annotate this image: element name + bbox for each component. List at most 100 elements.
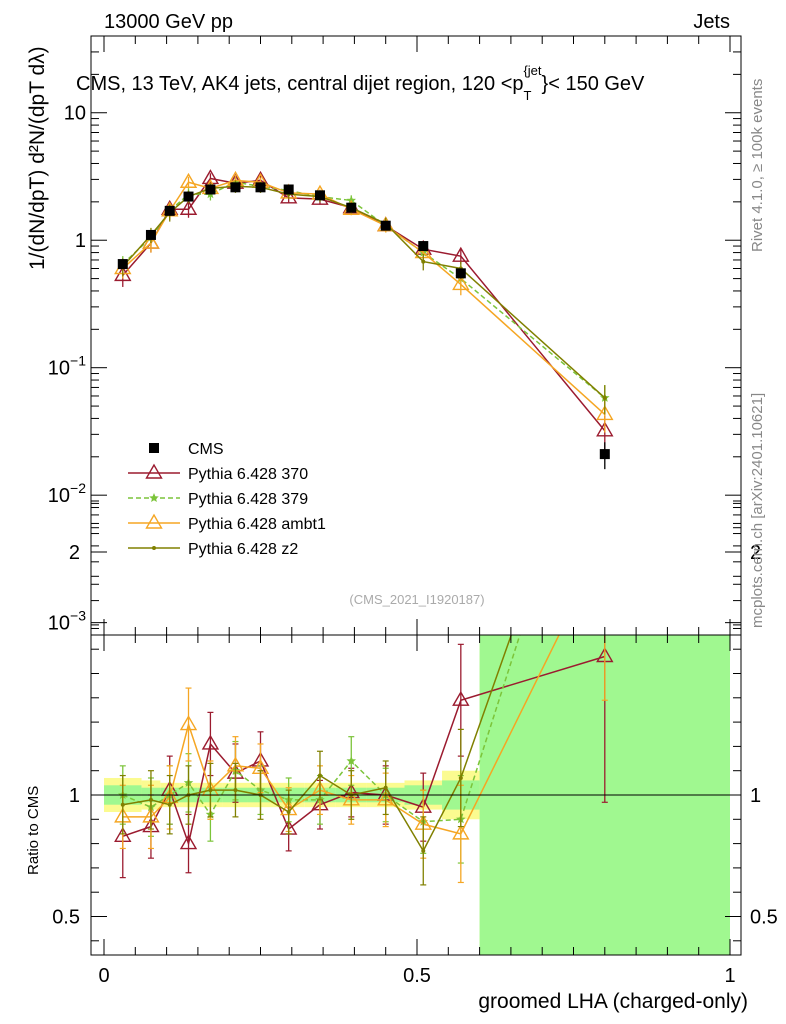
legend-label: Pythia 6.428 370 — [188, 466, 308, 483]
ratio-line — [122, 635, 560, 835]
title-sup: {jet — [523, 63, 541, 78]
ratio-point — [148, 797, 153, 802]
ratio-point — [233, 788, 238, 793]
ratio-point — [458, 775, 463, 780]
legend-item: Pythia 6.428 z2 — [128, 541, 298, 558]
series-line — [122, 185, 606, 399]
ratio-point — [317, 773, 322, 778]
legend-item: Pythia 6.428 379 — [128, 491, 308, 508]
main-plot — [114, 169, 614, 470]
ratio-y-tick-label-right: 0.5 — [750, 907, 778, 929]
data-point — [452, 275, 470, 291]
y-tick-label: 10 — [64, 103, 86, 125]
x-tick-label: 1 — [724, 965, 735, 987]
y-axis-label-main: 1/(dN/dpT) d²N/(dpT dλ) — [26, 46, 49, 270]
header-left: 13000 GeV pp — [104, 11, 233, 33]
title-after: }< 150 GeV — [542, 73, 646, 95]
ratio-point — [208, 788, 213, 793]
legend-marker — [145, 463, 163, 479]
x-tick-label: 0.5 — [403, 965, 431, 987]
ratio-point — [452, 824, 470, 840]
ratio-point — [452, 690, 470, 706]
series-pythia-6-428-370 — [114, 169, 614, 452]
data-point — [145, 229, 156, 240]
legend-label: Pythia 6.428 ambt1 — [188, 516, 326, 533]
data-point — [455, 268, 466, 279]
data-point — [418, 241, 429, 252]
x-axis-label: groomed LHA (charged-only) — [478, 990, 748, 1013]
legend-label: CMS — [188, 441, 224, 458]
ratio-series-pythia-6-428-ambt1 — [114, 534, 612, 884]
legend: CMS Pythia 6.428 370 Pythia 6.428 379 Pythi… — [128, 441, 326, 558]
series-line — [122, 177, 606, 432]
data-point — [164, 205, 175, 216]
ratio-point — [346, 756, 356, 765]
data-point — [380, 220, 391, 231]
ratio-point — [421, 848, 426, 853]
ratio-point — [179, 715, 198, 731]
ratio-y-tick-label: 1 — [69, 785, 80, 807]
ratio-point — [600, 365, 610, 374]
mcplots-label: mcplots.cern.ch [arXiv:2401.10621] — [749, 393, 766, 628]
ratio-point — [120, 802, 125, 807]
data-point — [117, 259, 128, 270]
ratio-point — [383, 785, 388, 790]
y-tick-label: 1 — [75, 230, 86, 252]
ratio-point — [597, 534, 612, 547]
ratio-y-tick-label: 2 — [69, 542, 80, 564]
series-pythia-6-428-ambt1 — [114, 170, 614, 433]
data-point — [179, 199, 198, 215]
analysis-id: (CMS_2021_I1920187) — [349, 592, 484, 607]
title-before: CMS, 13 TeV, AK4 jets, central dijet reg… — [76, 73, 524, 95]
ratio-y-tick-label: 0.5 — [52, 907, 80, 929]
data-point — [314, 190, 325, 201]
legend-item: CMS — [149, 441, 224, 458]
data-point — [179, 172, 198, 188]
y-tick-label: 10−2 — [48, 480, 86, 507]
rivet-label: Rivet 4.1.0, ≥ 100k events — [749, 79, 766, 252]
axes: 0 0.5 1 10 1 10−1 10−2 10−3 2 2 1 1 0.5 0.5 — [48, 35, 778, 987]
data-point — [205, 184, 216, 195]
series-line — [122, 179, 606, 415]
x-tick-label: 0 — [98, 965, 109, 987]
legend-label: Pythia 6.428 379 — [188, 491, 308, 508]
legend-marker — [152, 546, 156, 550]
data-point — [142, 233, 160, 249]
data-point — [183, 191, 194, 202]
y-tick-label: 10−3 — [48, 608, 86, 635]
title-sub: T — [524, 88, 532, 103]
data-point — [346, 202, 357, 213]
legend-label: Pythia 6.428 z2 — [188, 541, 298, 558]
ratio-y-tick-label-right: 2 — [750, 542, 761, 564]
y-axis-label-ratio: Ratio to CMS — [25, 786, 42, 875]
data-point — [452, 246, 470, 262]
data-point — [283, 184, 294, 195]
y-tick-label: 10−1 — [48, 353, 86, 380]
legend-marker — [149, 493, 159, 502]
ratio-point — [167, 802, 172, 807]
legend-item: Pythia 6.428 ambt1 — [128, 513, 326, 533]
legend-item: Pythia 6.428 370 — [128, 463, 308, 483]
plot-title: CMS, 13 TeV, AK4 jets, central dijet reg… — [76, 63, 645, 103]
data-point — [596, 421, 614, 437]
data-point — [596, 405, 614, 421]
data-point — [279, 188, 298, 204]
data-point — [421, 259, 426, 264]
ratio-series-pythia-6-428-z2 — [119, 368, 607, 886]
data-point — [602, 395, 607, 400]
legend-marker — [149, 443, 159, 453]
data-point — [599, 449, 610, 460]
ylabel-main-text: 1/(dN/dpT) d²N/(dpT dλ) — [26, 46, 49, 270]
data-point — [230, 182, 241, 193]
legend-marker — [145, 513, 163, 529]
series-pythia-6-428-379 — [118, 176, 610, 415]
ratio-y-tick-label-right: 1 — [750, 785, 761, 807]
series-cms — [117, 182, 610, 470]
ratio-point — [286, 810, 291, 815]
ratio-point — [179, 834, 198, 850]
data-point — [255, 182, 266, 193]
ratio-line — [122, 635, 513, 853]
ratio-point — [603, 368, 607, 372]
header-right: Jets — [693, 11, 730, 33]
